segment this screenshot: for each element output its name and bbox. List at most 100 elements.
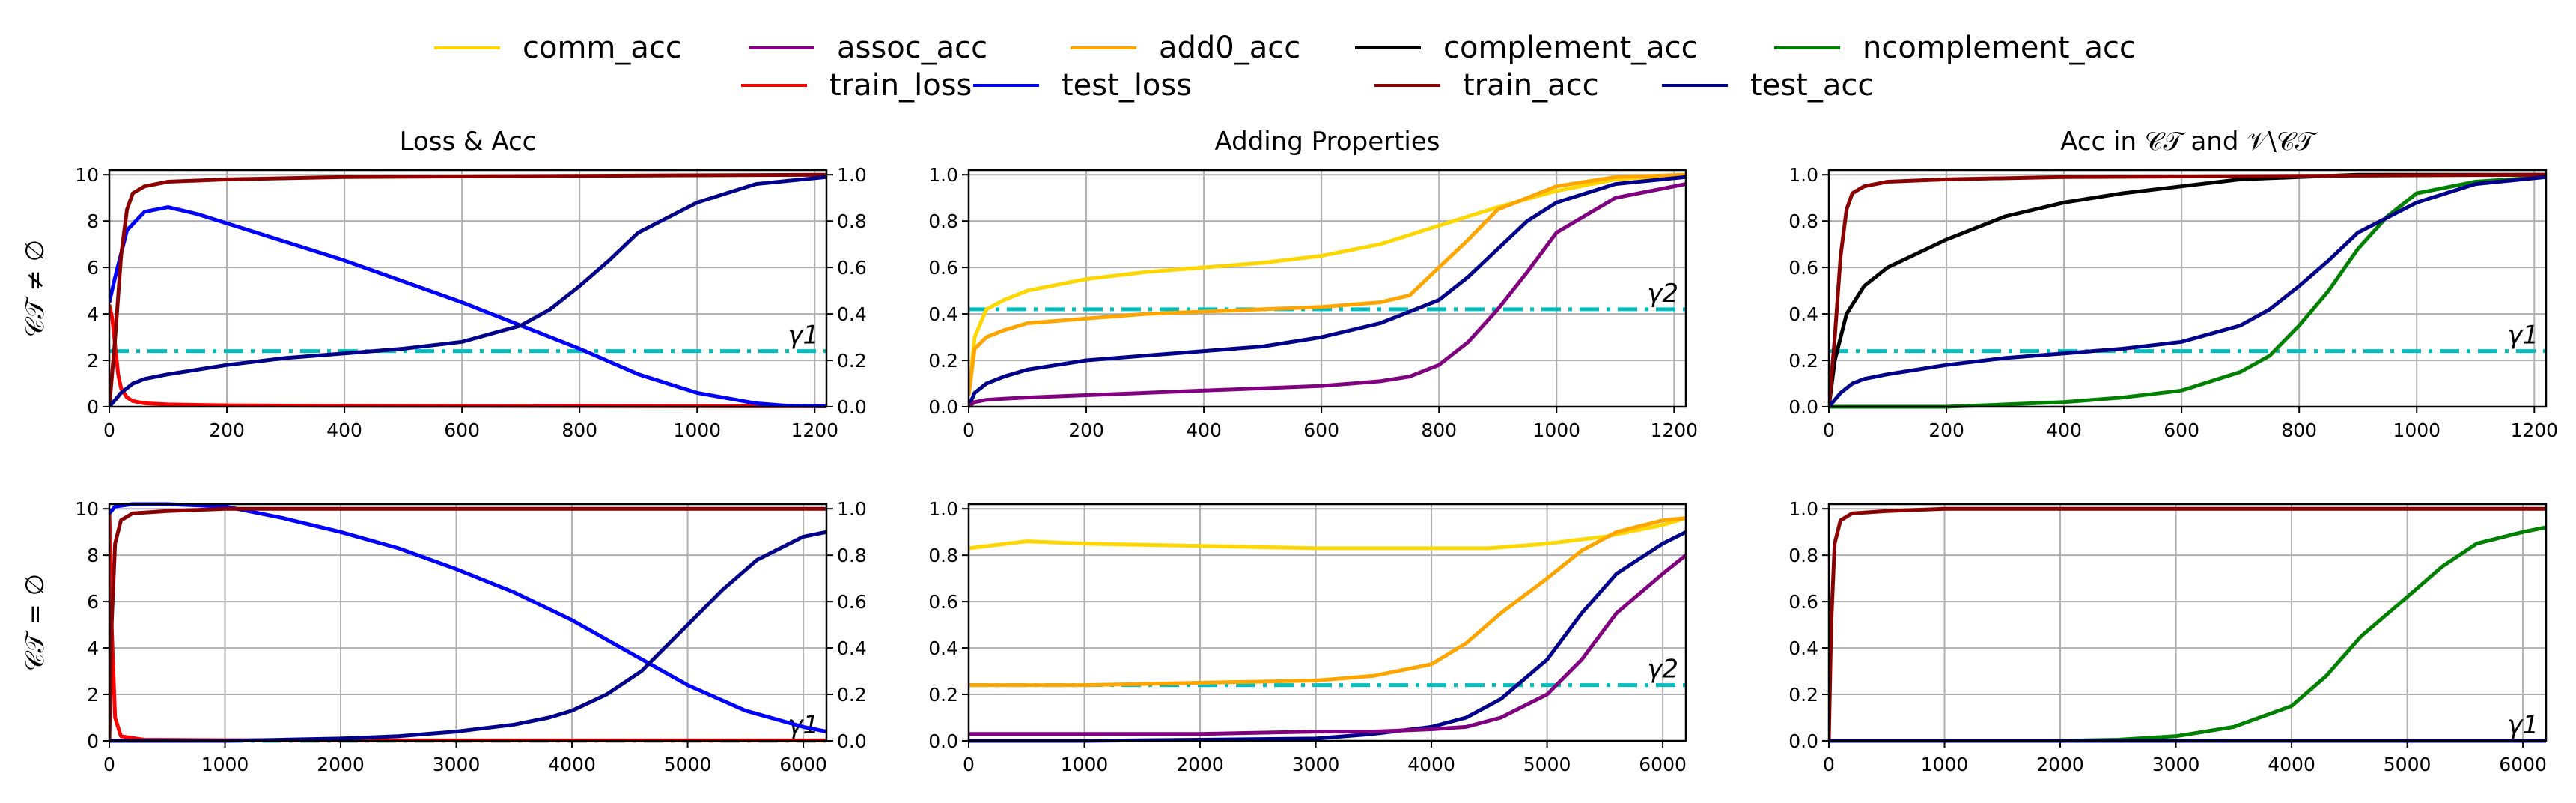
series-assoc_acc [969, 182, 1686, 408]
y-tick-label: 0.6 [1788, 591, 1818, 613]
threshold-label: γ2 [1647, 279, 1678, 309]
y-tick-label: 0.0 [1788, 396, 1818, 418]
axes-frame [1827, 503, 2548, 742]
panel-r0-c2: γ1 0 200 400 600 800 1000 1200 0.0 0.2 0.4 0.6 0.8 1.… [1788, 164, 2558, 441]
series-train_acc [109, 172, 826, 407]
column-title: Adding Properties [1214, 127, 1440, 157]
y-tick-label: 0.0 [928, 730, 958, 752]
x-tick-label: 4000 [548, 754, 596, 775]
y-right-tick-label: 0.6 [837, 591, 867, 613]
x-tick-label: 800 [1421, 419, 1457, 441]
series-test_acc [109, 175, 826, 408]
column-titles: Loss & Acc Adding Properties Acc in 𝒞𝒯 and… [400, 127, 2318, 157]
x-tick-label: 600 [444, 419, 480, 441]
x-tick-label: 3000 [2152, 754, 2200, 775]
legend-label-assoc_acc: assoc_acc [837, 31, 987, 65]
x-tick-label: 5000 [664, 754, 712, 775]
x-tick-label: 6000 [1639, 754, 1687, 775]
panel-r0-c1: γ2 0 200 400 600 800 1000 1200 0.0 0.2 0.4 0.6 0.8 1.… [928, 164, 1698, 441]
y-tick-label: 0.8 [928, 210, 958, 232]
x-tick-label: 2000 [1176, 754, 1224, 775]
y-right-tick-label: 0.0 [837, 396, 867, 418]
panel-r1-c0: γ10 1000 2000 3000 4000 5000 600002468100.00.2… [75, 498, 867, 775]
x-tick-label: 5000 [2384, 754, 2432, 775]
threshold-label: γ2 [1647, 655, 1678, 685]
x-tick-label: 600 [2164, 419, 2199, 441]
x-tick-label: 400 [2046, 419, 2082, 441]
y-tick-label: 6 [87, 257, 99, 279]
y-right-tick-label: 1.0 [837, 164, 867, 186]
series-test_acc [969, 175, 1686, 407]
x-tick-label: 2000 [317, 754, 365, 775]
y-right-tick-label: 0.8 [837, 545, 867, 566]
threshold-label: γ1 [2507, 321, 2539, 351]
y-tick-label: 0.8 [928, 545, 958, 566]
x-tick-label: 1000 [201, 754, 249, 775]
y-tick-label: 1.0 [1788, 498, 1818, 520]
x-tick-label: 1000 [1061, 754, 1109, 775]
x-tick-label: 3000 [433, 754, 481, 775]
y-tick-label: 0 [87, 730, 99, 752]
legend-label-test_loss: test_loss [1062, 68, 1192, 103]
y-tick-label: 0.6 [928, 591, 958, 613]
legend-label-test_acc: test_acc [1750, 68, 1874, 103]
x-tick-label: 800 [2281, 419, 2317, 441]
x-tick-label: 1200 [791, 419, 838, 441]
legend-label-train_loss: train_loss [829, 68, 972, 103]
series-ncomplement_acc [1829, 175, 2546, 409]
row-label: 𝒞𝒯 = ∅ [20, 574, 50, 672]
series-add0_acc [969, 172, 1686, 396]
legend-label-add0_acc: add0_acc [1159, 31, 1300, 65]
y-right-tick-label: 0.2 [837, 684, 867, 706]
series-test_loss [109, 205, 826, 408]
y-right-tick-label: 0.6 [837, 257, 867, 279]
y-tick-label: 0 [87, 396, 99, 418]
panels: γ10 200 400 600 800 1000 120002468100.00.20.40… [75, 164, 2558, 775]
y-right-tick-label: 0.4 [837, 637, 867, 659]
x-tick-label: 1000 [673, 419, 721, 441]
x-tick-label: 0 [103, 754, 115, 775]
y-tick-label: 0.6 [1788, 257, 1818, 279]
axes-frame [967, 169, 1687, 408]
legend-label-complement_acc: complement_acc [1443, 31, 1698, 65]
y-tick-label: 1.0 [928, 164, 958, 186]
y-right-tick-label: 0.4 [837, 303, 867, 325]
y-tick-label: 0.4 [1788, 637, 1818, 659]
series-train_acc [109, 506, 826, 742]
series-assoc_acc [969, 554, 1686, 736]
series-train_loss [109, 304, 826, 408]
legend: comm_acc assoc_acc add0_acc complement_acc n… [434, 31, 2136, 103]
y-tick-label: 2 [87, 684, 99, 706]
series-ncomplement_acc [1829, 525, 2546, 743]
y-tick-label: 1.0 [1788, 164, 1818, 186]
series-test_acc [1829, 175, 2546, 408]
x-tick-label: 1000 [1921, 754, 1969, 775]
y-tick-label: 4 [87, 303, 99, 325]
threshold-label: γ1 [2507, 710, 2539, 740]
x-tick-label: 4000 [1407, 754, 1455, 775]
threshold-label: γ1 [788, 321, 819, 351]
x-tick-label: 400 [326, 419, 362, 441]
x-tick-label: 200 [209, 419, 245, 441]
axes-frame [108, 169, 828, 408]
x-tick-label: 1000 [1532, 419, 1580, 441]
x-tick-label: 200 [1068, 419, 1104, 441]
column-title: Acc in 𝒞𝒯 and 𝒱\𝒞𝒯 [2060, 127, 2318, 157]
y-tick-label: 4 [87, 637, 99, 659]
y-tick-label: 0.0 [1788, 730, 1818, 752]
panel-r1-c2: γ1 0 1000 2000 3000 4000 5000 6000 0.0 0.2 0.4 0.6 0… [1788, 498, 2548, 775]
panel-r0-c0: γ1 0 200 400 600 800 1000 1200 0 2 4 6 8 10 0.0 0.2 0.4 0… [75, 164, 867, 441]
y-tick-label: 8 [87, 545, 99, 566]
series-test_acc [969, 530, 1686, 743]
y-tick-label: 0.4 [1788, 303, 1818, 325]
x-tick-label: 6000 [2499, 754, 2547, 775]
y-tick-label: 0.0 [928, 396, 958, 418]
x-tick-label: 1200 [2510, 419, 2558, 441]
x-tick-label: 4000 [2268, 754, 2315, 775]
y-right-tick-label: 0.0 [837, 730, 867, 752]
row-label: 𝒞𝒯 ≠ ∅ [20, 240, 50, 338]
row-labels: 𝒞𝒯 ≠ ∅ 𝒞𝒯 = ∅ [20, 240, 50, 672]
x-tick-label: 3000 [1292, 754, 1340, 775]
x-tick-label: 400 [1186, 419, 1222, 441]
